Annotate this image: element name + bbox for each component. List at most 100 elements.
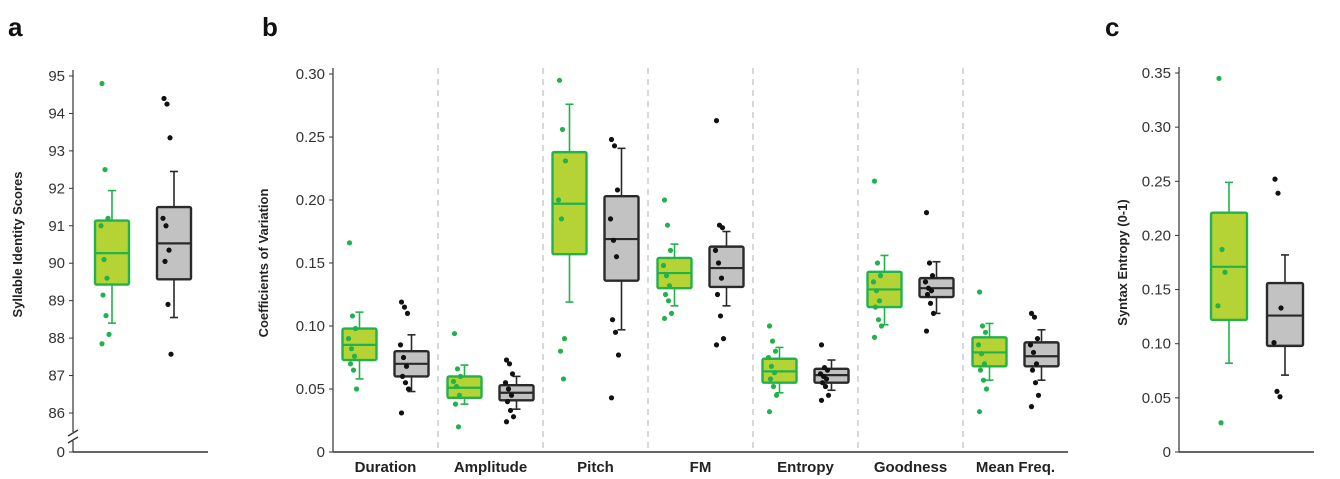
panel-b-2-group2-data-point (615, 187, 620, 192)
panel-b-5-group1-data-point (874, 288, 879, 293)
panel-a-y-tick-label: 88 (48, 330, 65, 347)
panel-c-group1-data-point (1215, 303, 1220, 308)
panel-b-4-group1-data-point (770, 339, 775, 344)
panel-b-1-group1-data-point (455, 366, 460, 371)
panel-b-y-tick-label: 0.10 (296, 318, 325, 335)
panel-b-1-group1-data-point (454, 384, 459, 389)
panel-b-2-group2-data-point (609, 137, 614, 142)
panel-b-4-group1-data-point (767, 409, 772, 414)
panel-b-4-group1-box (763, 323, 797, 414)
panel-b-3-group1-data-point (667, 283, 672, 288)
panel-b-2-group1-data-point (557, 78, 562, 83)
panel-b-2-group2-data-point (610, 317, 615, 322)
panel-b-6-group2-data-point (1036, 393, 1041, 398)
panel-b-0-group2-data-point (405, 311, 410, 316)
panel-b-1-group1-box (448, 331, 482, 429)
panel-b-1-group2-data-point (510, 371, 515, 376)
panel-b-2-group2-box (605, 137, 639, 401)
panel-b-1-group2-data-point (506, 386, 511, 391)
panel-b-category-label: Entropy (777, 459, 834, 476)
panel-b-category-label: Amplitude (454, 459, 527, 476)
panel-b-6-group1-data-point (976, 342, 981, 347)
panel-b-0-group2-data-point (401, 355, 406, 360)
panel-b-2-group2-data-point (612, 143, 617, 148)
panel-a-group2-data-point (166, 248, 171, 253)
panel-b-3-group1-box (658, 197, 692, 321)
panel-b-6-group1-box (973, 289, 1007, 414)
panel-c-group1-data-point (1218, 420, 1223, 425)
panel-a-group2-data-point (162, 259, 167, 264)
panel-b-1-group1-data-point (457, 393, 462, 398)
panel-b-2-group1-data-point (556, 197, 561, 202)
panel-b-5-group1-data-point (873, 305, 878, 310)
panel-c-y-tick-label: 0 (1163, 444, 1171, 461)
panel-b-2-group2-data-point (616, 352, 621, 357)
panel-a-group1-data-point (105, 216, 110, 221)
panel-b-4-group2-data-point (819, 342, 824, 347)
panel-c-group1-box (1211, 76, 1247, 426)
panel-b-3-group2-data-point (714, 118, 719, 123)
panel-b-5-group1-data-point (872, 335, 877, 340)
panel-a-group2-data-point (167, 135, 172, 140)
panel-b-6-group2-box (1025, 311, 1059, 409)
panel-c-group1-data-point (1216, 76, 1221, 81)
panel-b-1-group1-data-point (456, 424, 461, 429)
panel-b-6-group1-data-point (982, 361, 987, 366)
panel-b-6-group2-data-point (1032, 315, 1037, 320)
panel-b-6-group1-data-point (983, 330, 988, 335)
panel-b-5-group1-data-point (879, 323, 884, 328)
panel-b-5-group2-data-point (931, 311, 936, 316)
panel-a-group1-box (95, 81, 129, 346)
panel-b-6-group2-data-point (1033, 380, 1038, 385)
panel-a-group1-data-point (101, 257, 106, 262)
panel-b-3-group1-data-point (665, 223, 670, 228)
panel-b-3-group1-data-point (661, 263, 666, 268)
panel-c-group2-data-point (1271, 340, 1276, 345)
panel-b-0-group1-data-point (351, 368, 356, 373)
panel-c-y-axis-title: Syntax Entropy (0-1) (1115, 199, 1130, 325)
panel-c-group2-box (1267, 177, 1303, 400)
panel-b-4-group2-data-point (823, 384, 828, 389)
panel-a-group1-data-point (99, 341, 104, 346)
panel-b-6-group2-data-point (1035, 336, 1040, 341)
panel-a-group1-data-point (100, 292, 105, 297)
panel-a-group2-data-point (160, 216, 165, 221)
panel-c-y-tick-label: 0.25 (1142, 173, 1171, 190)
panel-b-0-group2-data-point (403, 380, 408, 385)
panel-b-6-group1-data-point (977, 289, 982, 294)
panel-b-5-group2-data-point (924, 210, 929, 215)
panel-a-group2-data-point (164, 101, 169, 106)
panel-b-6-group1-data-point (984, 386, 989, 391)
panel-b-3-group2-data-point (716, 260, 721, 265)
panel-c-group1-data-point (1219, 247, 1224, 252)
panel-b-1-group1-data-point (451, 379, 456, 384)
panel-b-5-group1-box (868, 179, 902, 340)
panel-b-6-group1-data-point (981, 378, 986, 383)
panel-b-4-group2-data-point (824, 376, 829, 381)
panel-a-y-tick-label: 89 (48, 293, 65, 310)
panel-b-6-group1-data-point (978, 368, 983, 373)
panel-b-0-group2-data-point (400, 374, 405, 379)
panel-a-group1-data-point (98, 223, 103, 228)
panel-b-0-group2-data-point (406, 386, 411, 391)
panel-b-6-group2-data-point (1030, 368, 1035, 373)
panel-b-1-group2-data-point (503, 380, 508, 385)
panel-c-group2-data-point (1274, 389, 1279, 394)
panel-b-6-group1-data-point (979, 351, 984, 356)
panel-c-group2-data-point (1278, 305, 1283, 310)
panel-b-1-group2-data-point (509, 393, 514, 398)
panel-b-2-group2-data-point (609, 395, 614, 400)
panel-b-0-group1-data-point (354, 386, 359, 391)
panel-b-6-group2-data-point (1031, 350, 1036, 355)
panel-a-group1-data-point (106, 332, 111, 337)
panel-b-6-group1-data-point (977, 409, 982, 414)
panel-b-0-group1-data-point (346, 336, 351, 341)
panel-b-0-group1-data-point (350, 313, 355, 318)
panel-b-6-group1-data-point (980, 323, 985, 328)
panel-b-0-group1-data-point (348, 361, 353, 366)
panel-b-3-group1-data-point (669, 311, 674, 316)
panel-b-2-group2-data-point (608, 216, 613, 221)
panel-b-category-label: Goodness (874, 459, 947, 476)
panel-b-5-group1-data-point (875, 260, 880, 265)
panel-b-5-group1-data-point (872, 179, 877, 184)
